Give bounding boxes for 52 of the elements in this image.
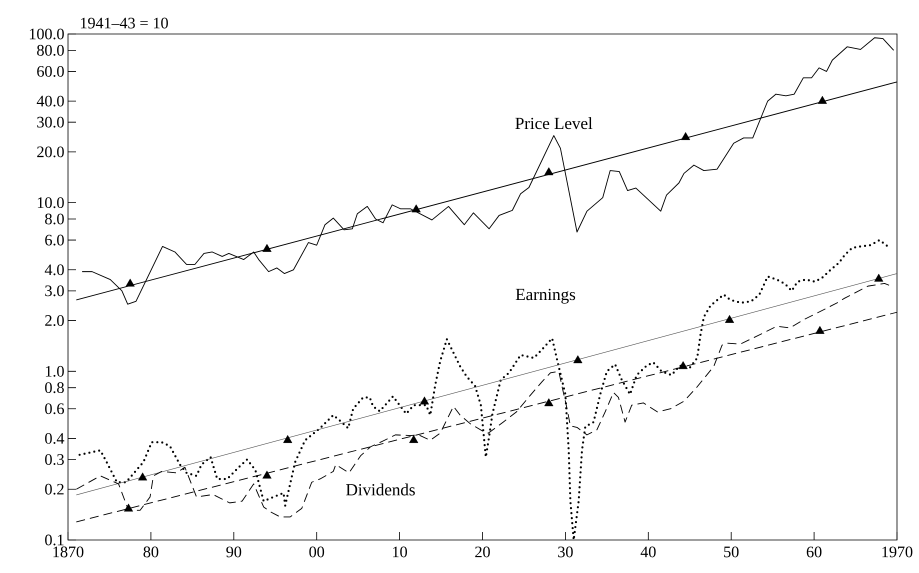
y-tick-label: 4.0: [44, 264, 64, 276]
y-tick-label: 0.4: [45, 433, 64, 444]
y-tick-label: 30.0: [37, 116, 64, 128]
point: [573, 355, 582, 364]
point: [678, 361, 688, 370]
x-tick-label: 30: [558, 546, 573, 558]
series-label: Price Level: [515, 117, 592, 130]
point: [874, 274, 884, 282]
y-tick-label: 0.1: [45, 534, 64, 546]
point: [681, 132, 690, 140]
x-tick-label: 60: [806, 546, 822, 558]
text: Earnings: [516, 288, 576, 304]
y-tick-label: 40.0: [36, 96, 64, 107]
y-tick-label: 20.0: [37, 146, 64, 158]
y-tick-label: 60.0: [37, 66, 64, 77]
point: [126, 278, 135, 287]
y-tick-label: 0.3: [45, 454, 64, 465]
point: [412, 204, 421, 212]
x-tick-label: 80: [144, 546, 158, 558]
point: [544, 167, 554, 176]
series-label: Dividends: [346, 484, 415, 496]
point: [283, 435, 292, 443]
x-tick-label: 00: [309, 546, 324, 558]
y-tick-label: 6.0: [45, 234, 64, 246]
point: [725, 314, 734, 323]
y-tick-label: 2.0: [45, 315, 64, 326]
point: [815, 326, 824, 334]
x-tick-label: 20: [475, 546, 490, 558]
point: [409, 435, 418, 443]
x-tick-label: 1970: [882, 546, 912, 558]
point: [262, 470, 272, 479]
point: [262, 244, 272, 252]
point: [420, 396, 430, 404]
x-tick-label: 10: [393, 546, 407, 558]
y-tick-label: 0.2: [45, 484, 64, 495]
y-axis-title: 1941–43 = 10: [80, 18, 168, 28]
x-tick-label: 50: [724, 546, 739, 558]
point: [124, 504, 134, 512]
y-tick-label: 0.6: [45, 403, 64, 414]
y-tick-label: 0.8: [45, 382, 64, 394]
x-tick-label: 90: [226, 546, 242, 558]
y-tick-label: 100.0: [30, 28, 64, 40]
y-tick-label: 80.0: [37, 44, 64, 56]
x-tick-label: 40: [640, 546, 656, 558]
y-tick-label: 8.0: [45, 214, 64, 224]
y-tick-label: 3.0: [45, 285, 64, 296]
point: [818, 96, 827, 104]
point: [544, 398, 554, 406]
y-tick-label: 1.0: [46, 366, 64, 377]
point: [138, 472, 148, 480]
y-tick-label: 10.0: [38, 197, 64, 208]
x-tick-label: 1870: [53, 546, 84, 558]
